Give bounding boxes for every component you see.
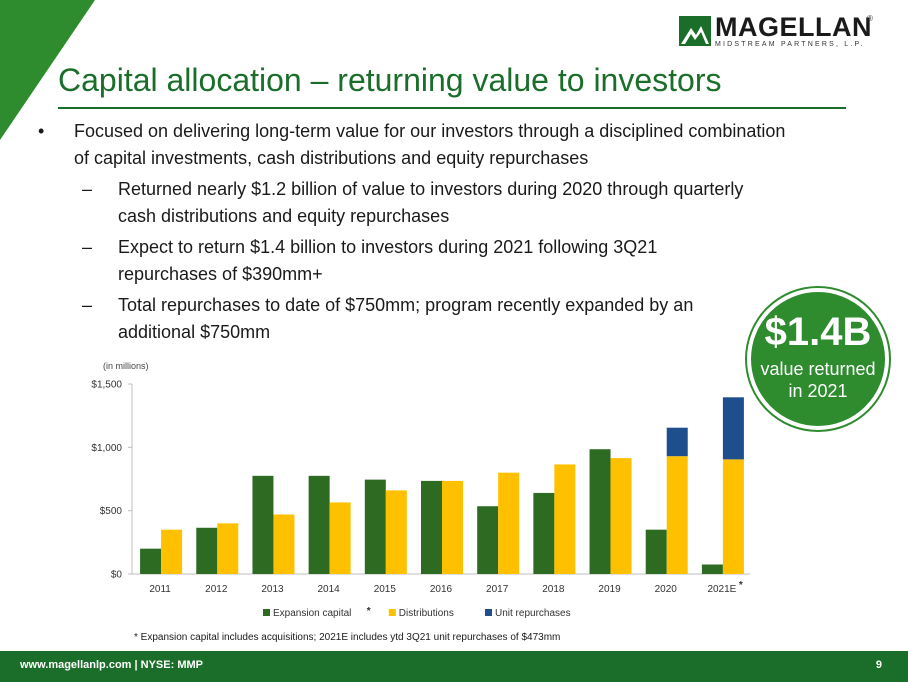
logo-name: MAGELLAN [715, 12, 872, 42]
bullet-text: Focused on delivering long-term value fo… [74, 121, 786, 168]
chart-units-label: (in millions) [103, 361, 149, 371]
sub-bullet-mark: – [82, 237, 93, 257]
bar-distributions [329, 502, 351, 574]
bar-expansion-capital [196, 527, 218, 574]
x-tick-label: 2014 [318, 584, 341, 595]
bar-distributions [217, 523, 239, 574]
logo-subtitle: MIDSTREAM PARTNERS, L.P. [715, 41, 865, 48]
y-tick-label: $1,500 [91, 380, 122, 391]
sub-bullet-item: – Total repurchases to date of $750mm; p… [30, 292, 758, 346]
bar-distributions [273, 514, 295, 574]
bar-expansion-capital [533, 492, 555, 574]
legend-label: Unit repurchases [495, 608, 571, 619]
x-tick-marker: * [739, 580, 743, 591]
y-tick-label: $0 [111, 570, 123, 581]
bar-distributions [442, 480, 463, 574]
sub-bullet-mark: – [82, 295, 93, 315]
title-divider [58, 107, 846, 109]
x-tick-label: 2020 [655, 584, 678, 595]
bar-distributions [666, 456, 688, 574]
logo-registered: ® [867, 14, 873, 23]
x-tick-label: 2012 [205, 584, 228, 595]
legend-swatch [388, 609, 396, 616]
bar-distributions [554, 464, 576, 574]
x-tick-label: 2019 [598, 584, 621, 595]
bar-expansion-capital [589, 449, 611, 574]
page-title: Capital allocation – returning value to … [58, 62, 722, 98]
legend-label: Distributions [399, 608, 454, 619]
bar-distributions [161, 529, 183, 574]
legend-swatch [263, 609, 270, 616]
page-number: 9 [875, 659, 882, 671]
bar-expansion-capital [421, 480, 442, 574]
logo-mountain-icon [679, 16, 711, 46]
bar-expansion-capital [140, 548, 162, 574]
chart-footnote: * Expansion capital includes acquisition… [134, 632, 561, 643]
bar-expansion-capital [364, 479, 386, 574]
bar-distributions [722, 459, 744, 574]
sub-bullet-mark: – [82, 179, 93, 199]
sub-bullet-text: Returned nearly $1.2 billion of value to… [118, 179, 744, 226]
corner-decoration [0, 0, 95, 140]
x-tick-label: 2016 [430, 584, 453, 595]
legend-swatch [485, 609, 492, 616]
badge-line-2: in 2021 [788, 381, 848, 401]
bar-distributions [610, 458, 632, 574]
x-tick-label: 2011 [149, 584, 171, 595]
sub-bullet-item: – Returned nearly $1.2 billion of value … [30, 176, 758, 230]
sub-bullet-item: – Expect to return $1.4 billion to inves… [30, 234, 758, 288]
bar-unit-repurchases [722, 397, 744, 460]
footer-bar: www.magellanlp.com | NYSE: MMP 9 [0, 651, 908, 682]
bullet-list: • Focused on delivering long-term value … [30, 118, 790, 346]
bar-distributions [498, 472, 520, 574]
bar-expansion-capital [645, 529, 667, 574]
legend-marker: * [367, 606, 371, 617]
y-tick-label: $1,000 [91, 443, 122, 454]
badge-caption: value returned in 2021 [751, 358, 885, 402]
y-tick-label: $500 [100, 506, 123, 517]
sub-bullet-text: Expect to return $1.4 billion to investo… [118, 237, 658, 284]
x-tick-label: 2015 [374, 584, 397, 595]
capital-allocation-chart: $0 $500 $1,000 $1,500 2011 2012 2013 2014 2015 20… [91, 380, 750, 619]
bullet-item: • Focused on delivering long-term value … [30, 118, 790, 172]
x-tick-label: 2017 [486, 584, 509, 595]
bar-unit-repurchases [666, 427, 688, 457]
footer-website: www.magellanlp.com | NYSE: MMP [20, 659, 203, 671]
sub-bullet-text: Total repurchases to date of $750mm; pro… [118, 295, 694, 342]
badge-line-1: value returned [760, 359, 876, 379]
bullet-mark: • [38, 121, 45, 141]
magellan-logo: MAGELLAN ® MIDSTREAM PARTNERS, L.P. [679, 12, 879, 50]
bar-expansion-capital [308, 475, 330, 574]
x-tick-label: 2013 [261, 584, 284, 595]
bar-expansion-capital [477, 506, 499, 574]
bar-distributions [385, 490, 407, 574]
value-returned-badge: $1.4B value returned in 2021 [747, 288, 889, 430]
legend-label: Expansion capital [273, 608, 351, 619]
x-tick-label: 2021E [707, 584, 736, 595]
x-tick-label: 2018 [542, 584, 565, 595]
bar-expansion-capital [252, 475, 274, 574]
badge-value: $1.4B [764, 310, 872, 354]
bar-expansion-capital [701, 564, 723, 574]
